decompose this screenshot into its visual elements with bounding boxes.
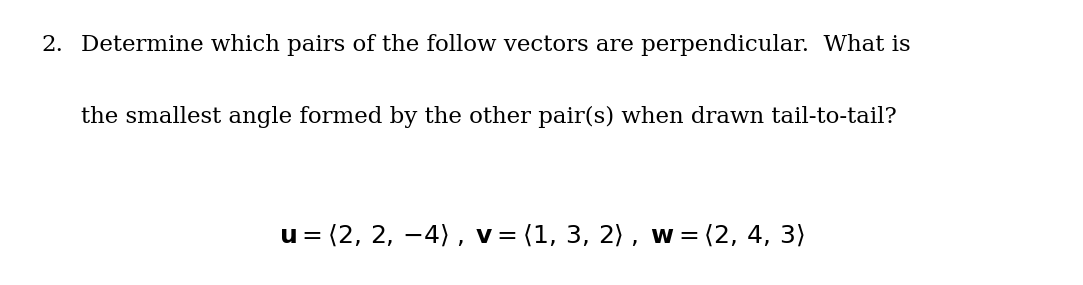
Text: $\mathbf{u} = \langle 2,\, 2,\, {-4} \rangle \;,\; \mathbf{v} = \langle 1,\, 3,\: $\mathbf{u} = \langle 2,\, 2,\, {-4} \ra… [278,222,805,248]
Text: 2.: 2. [41,34,63,56]
Text: Determine which pairs of the follow vectors are perpendicular.  What is: Determine which pairs of the follow vect… [81,34,911,56]
Text: the smallest angle formed by the other pair(s) when drawn tail-to-tail?: the smallest angle formed by the other p… [81,105,897,128]
